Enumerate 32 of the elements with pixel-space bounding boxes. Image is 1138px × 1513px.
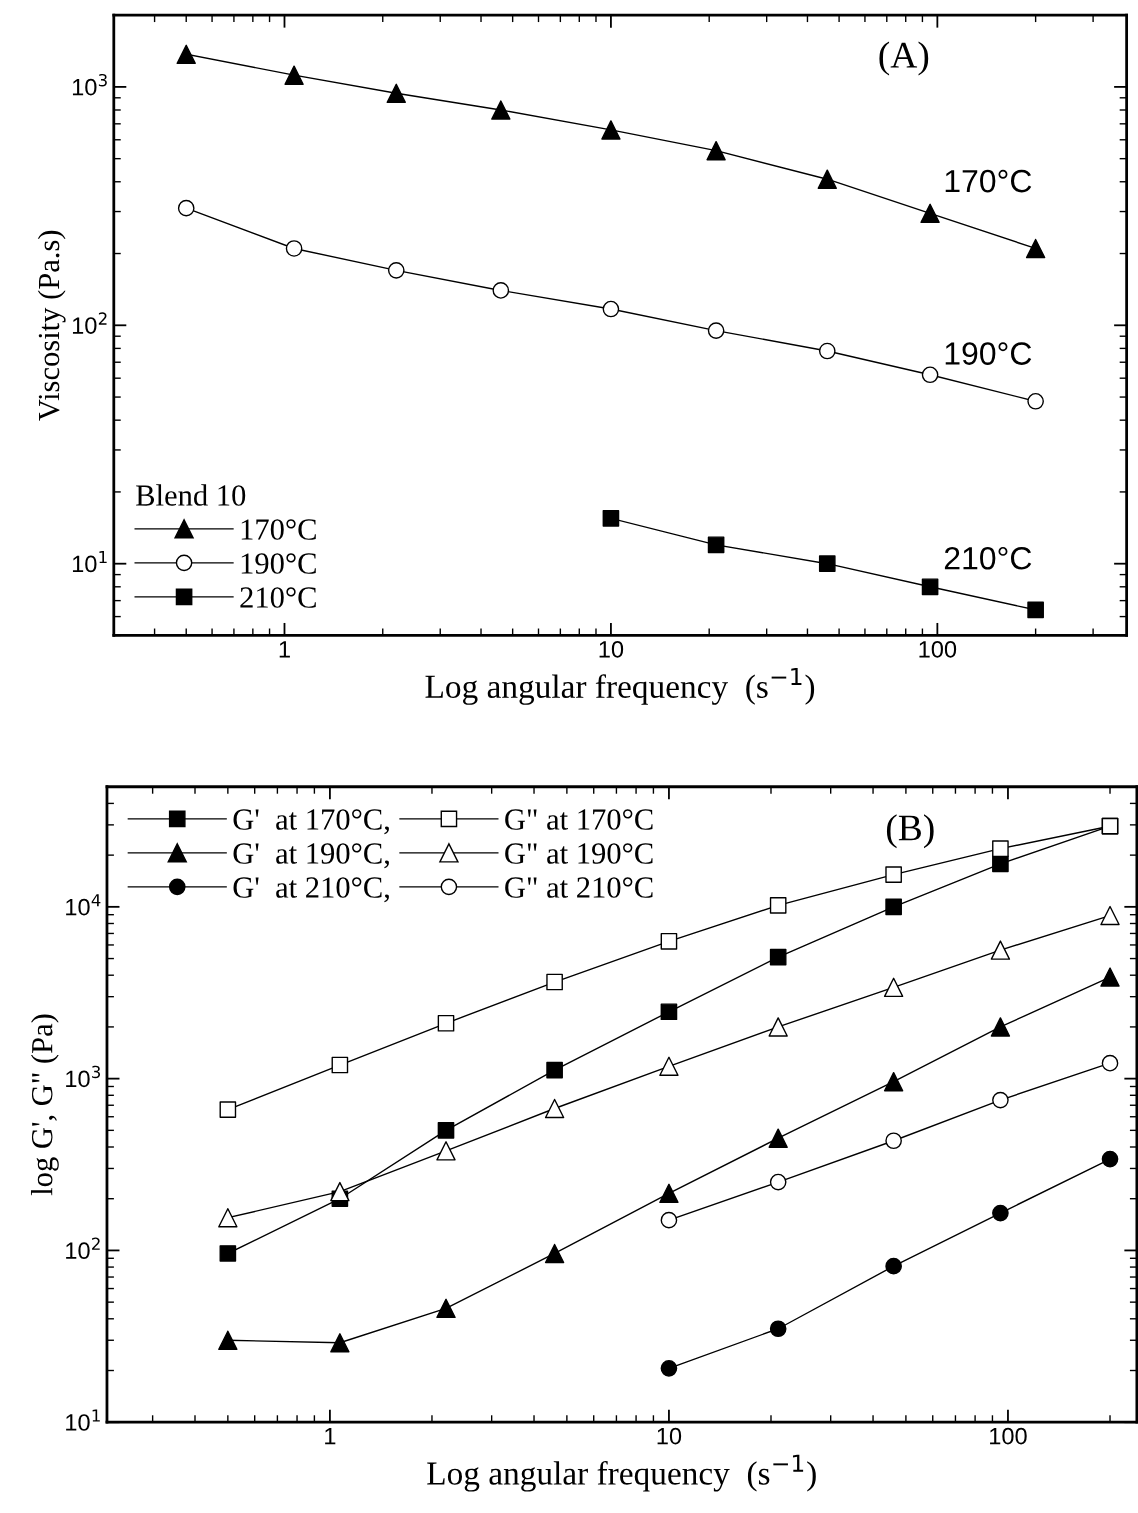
annotation: (A) (879, 41, 929, 76)
legend-label: G' at 190°C, (233, 843, 389, 869)
legend-label: G" at 170°C (505, 809, 653, 830)
x-tick-label: 100 (990, 1427, 1027, 1445)
y-tick-label: 10$^{2}$ (72, 312, 107, 334)
y-tick-label: 10$^{1}$ (72, 551, 107, 573)
y-tick-label: 10$^{1}$ (66, 1409, 100, 1431)
legend-title: Blend 10 (136, 484, 246, 506)
annotation: 170°C (945, 169, 1032, 193)
annotation: (B) (886, 814, 934, 849)
legend-label: G" at 190°C (505, 843, 653, 864)
legend-label: 210°C (240, 587, 316, 608)
annotation: 190°C (945, 342, 1032, 365)
y-tick-label: 10$^{2}$ (66, 1237, 100, 1260)
x-tick-label: 100 (919, 640, 957, 658)
legend-label: 190°C (241, 553, 316, 574)
x-tick-label: 10 (657, 1427, 682, 1445)
x-axis-title: Log angular frequency (s$^{−1}$) (427, 1454, 816, 1492)
legend-label: 170°C (241, 519, 316, 540)
x-tick-label: 1 (325, 1427, 336, 1445)
y-tick-label: 10$^{4}$ (66, 894, 101, 916)
y-tick-label: 10$^{3}$ (66, 1065, 101, 1088)
legend-label: G" at 210°C (505, 877, 653, 898)
y-tick-label: 10$^{3}$ (72, 73, 107, 96)
x-tick-label: 10 (599, 640, 624, 658)
legend-label: G' at 210°C, (233, 877, 389, 903)
x-tick-label: 1 (279, 641, 290, 658)
legend-label: G' at 170°C, (233, 809, 389, 835)
y-axis-title: Viscosity (Pa.s) (37, 230, 66, 421)
annotation: 210°C (944, 546, 1032, 570)
x-axis-title: Log angular frequency (s$^{−1}$) (425, 667, 815, 705)
y-axis-title: log G', G" (Pa) (30, 1014, 59, 1196)
